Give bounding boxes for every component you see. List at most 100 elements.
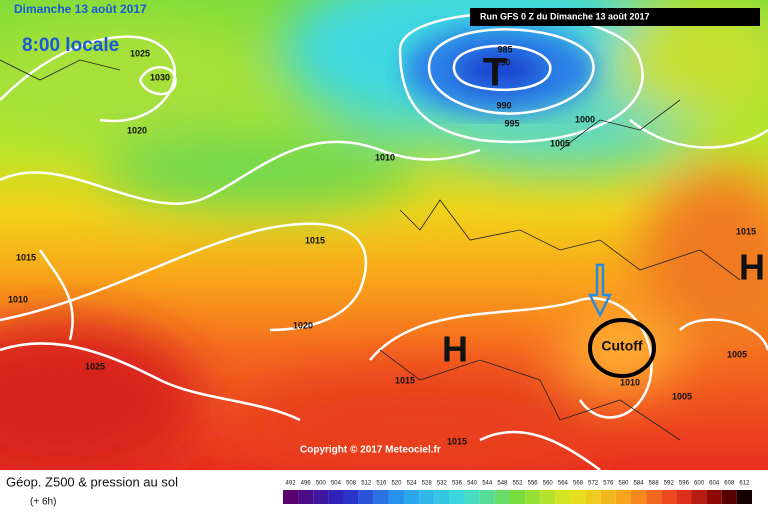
legend-value: 512: [361, 481, 372, 487]
isobar-label: 1015: [16, 252, 36, 262]
legend-value: 588: [649, 481, 660, 487]
legend-value: 612: [739, 481, 750, 487]
legend-swatch: [298, 490, 314, 504]
legend-title: Géop. Z500 & pression au sol: [6, 474, 178, 489]
legend-swatch: [661, 490, 677, 504]
run-box: [470, 8, 760, 26]
isobar-label: 1020: [127, 125, 147, 135]
low: T: [483, 51, 507, 95]
legend-value: 564: [558, 481, 569, 487]
legend-value: 552: [512, 481, 523, 487]
legend-value: 492: [286, 481, 297, 487]
legend-swatch: [540, 490, 556, 504]
isobar-label: 990: [496, 100, 511, 110]
legend-swatch: [358, 490, 374, 504]
legend-value: 560: [543, 481, 554, 487]
isobar-label: 1005: [672, 391, 692, 401]
isobar-label: 1015: [305, 235, 325, 245]
legend-swatch: [313, 490, 329, 504]
legend-swatch: [509, 490, 526, 504]
legend-value: 596: [679, 481, 690, 487]
legend-swatch: [328, 490, 344, 504]
legend-value: 604: [709, 481, 720, 487]
legend-value: 556: [528, 481, 539, 487]
legend-swatch: [585, 490, 601, 504]
legend-subtitle: (+ 6h): [30, 497, 56, 508]
legend-swatch: [630, 490, 647, 504]
isobar-label: 1015: [447, 436, 467, 446]
legend-swatch: [555, 490, 571, 504]
legend-swatch: [570, 490, 586, 504]
legend-swatch: [283, 490, 299, 504]
legend-swatch: [494, 490, 510, 504]
copyright: Copyright © 2017 Meteociel.fr: [300, 445, 441, 456]
legend-value: 520: [391, 481, 402, 487]
legend-swatch: [464, 490, 480, 504]
date: Dimanche 13 août 2017: [14, 2, 147, 16]
legend-value: 548: [497, 481, 508, 487]
isobar-label: 1030: [150, 72, 170, 82]
isobar-label: 1005: [727, 349, 747, 359]
high: H: [442, 329, 468, 370]
legend-value: 608: [724, 481, 735, 487]
legend-value: 580: [618, 481, 629, 487]
legend-scale: 492 496 500 504 508 512 516 520 524 528 532 536 540 5…: [283, 481, 752, 504]
isobar-label: 1025: [130, 48, 150, 58]
legend-value: 528: [422, 481, 433, 487]
cutoff-circle: [588, 318, 656, 378]
isobar-label: 1025: [85, 361, 105, 371]
legend-swatch: [419, 490, 435, 504]
isobar-label: 1010: [620, 377, 640, 387]
time: 8:00 locale: [22, 35, 119, 56]
legend-value: 540: [467, 481, 478, 487]
legend-swatch: [388, 490, 405, 504]
legend-value: 524: [407, 481, 418, 487]
isobar-label: 1010: [375, 152, 395, 162]
isobar-label: 995: [504, 118, 519, 128]
legend-value: 572: [588, 481, 599, 487]
legend-swatch: [373, 490, 389, 504]
legend-swatch: [434, 490, 450, 504]
annotation: Cutoff: [601, 338, 643, 354]
legend-value: 532: [437, 481, 448, 487]
isobar-labels: 1025 1030 1020 1010 1015 1015 1010 1020 1025 1015…: [8, 44, 756, 446]
legend-swatch: [600, 490, 616, 504]
arrow: [587, 263, 613, 318]
legend-value: 536: [452, 481, 463, 487]
isobar-label: 990: [495, 57, 510, 67]
legend-value: 496: [301, 481, 312, 487]
legend-value: 500: [316, 481, 327, 487]
high: H: [739, 247, 765, 288]
legend-swatch: [615, 490, 631, 504]
legend-swatch: [691, 490, 707, 504]
isobar-label: 1015: [736, 226, 756, 236]
isobar-label: 1010: [8, 294, 28, 304]
legend-value: 568: [573, 481, 584, 487]
legend-value: 592: [664, 481, 675, 487]
isobar-label: 1020: [293, 320, 313, 330]
legend-value: 504: [331, 481, 342, 487]
legend-swatch: [706, 490, 722, 504]
legend-value: 600: [694, 481, 705, 487]
map-field: [0, 0, 768, 470]
isobar-label: 1015: [395, 375, 415, 385]
legend-swatch: [404, 490, 420, 504]
isobar-label: 985: [497, 44, 512, 54]
legend-swatch: [343, 490, 359, 504]
legend-swatch: [736, 490, 752, 504]
legend-swatch: [721, 490, 737, 504]
isobar-label: 1000: [575, 114, 595, 124]
legend-value: 576: [603, 481, 614, 487]
legend-value: 508: [346, 481, 357, 487]
legend-swatch: [525, 490, 541, 504]
isobar-label: 1005: [550, 138, 570, 148]
run: Run GFS 0 Z du Dimanche 13 août 2017: [480, 11, 650, 21]
legend-swatch: [449, 490, 465, 504]
legend-swatch: [646, 490, 662, 504]
legend-value: 544: [482, 481, 493, 487]
legend-value: 516: [376, 481, 387, 487]
legend-swatch: [479, 490, 495, 504]
legend-swatch: [676, 490, 692, 504]
legend-value: 584: [634, 481, 645, 487]
